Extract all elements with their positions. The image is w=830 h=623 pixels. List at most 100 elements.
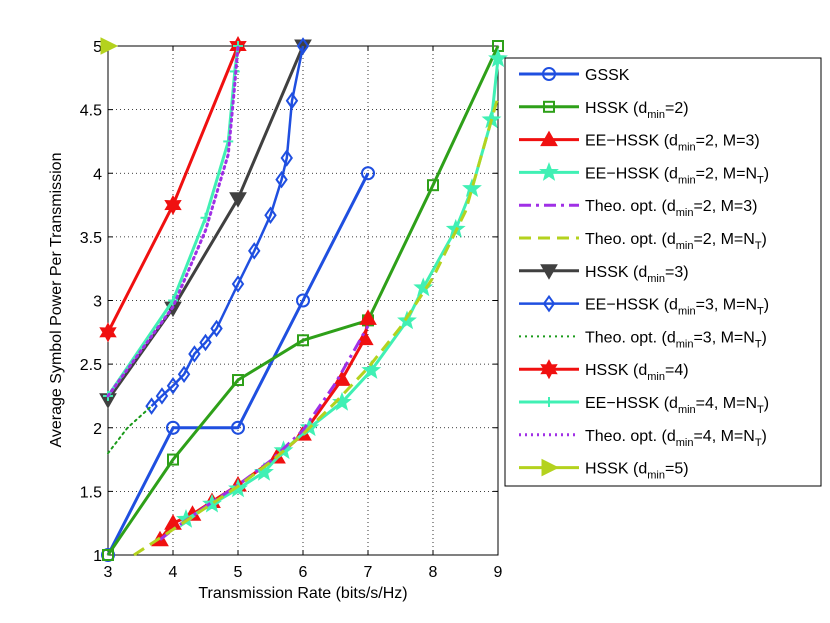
legend-text-part: =2, M=3) (696, 133, 760, 150)
data-point (231, 420, 245, 435)
legend-entry: HSSK (dmin=5) (519, 458, 689, 482)
legend-text-part: HSSK (d (585, 461, 647, 478)
legend-entry: Theo. opt. (dmin=2, M=3) (519, 198, 757, 219)
legend-text-part: =4) (665, 362, 689, 379)
legend-label: GSSK (585, 67, 630, 84)
legend-subscript: min (647, 371, 665, 383)
legend-subscript: T (757, 306, 764, 318)
series-line (150, 45, 305, 407)
data-point (232, 374, 244, 387)
legend-text-part: Theo. opt. (d (585, 198, 676, 215)
legend-label: EE−HSSK (dmin=3, M=NT) (585, 297, 769, 318)
data-point (155, 387, 169, 405)
legend-label: HSSK (dmin=5) (585, 461, 689, 482)
series-12 (100, 37, 119, 55)
data-point (462, 178, 482, 197)
legend-text-part: =3, M=N (693, 329, 754, 346)
legend-label: Theo. opt. (dmin=2, M=NT) (585, 231, 767, 252)
legend-text-part: =2, M=N (693, 231, 754, 248)
y-tick-label: 4 (93, 166, 102, 183)
legend-subscript: T (755, 240, 762, 252)
x-tick-label: 7 (364, 564, 373, 581)
legend-text-part: =2) (665, 100, 689, 117)
series-layer (99, 35, 508, 562)
data-point (332, 391, 352, 411)
x-tick-label: 9 (494, 564, 503, 581)
legend-subscript: min (678, 306, 696, 318)
series-line (106, 45, 500, 556)
legend-text-part: Theo. opt. (d (585, 428, 676, 445)
legend-text-part: =2, M=3) (693, 198, 757, 215)
legend-text-part: ) (762, 428, 767, 445)
legend-marker (542, 67, 556, 81)
y-tick-label: 1.5 (80, 484, 102, 501)
legend-text-part: EE−HSSK (d (585, 395, 678, 412)
data-point (100, 37, 119, 55)
data-point (296, 293, 310, 308)
legend-text-part: HSSK (d (585, 100, 647, 117)
data-point (166, 377, 180, 395)
data-point (229, 192, 247, 208)
data-point (145, 397, 158, 415)
legend-text-part: ) (762, 231, 767, 248)
legend-label: EE−HSSK (dmin=2, M=NT) (585, 165, 769, 186)
data-point (427, 179, 439, 192)
legend-marker (540, 264, 558, 280)
legend-subscript: min (676, 437, 694, 449)
legend-label: Theo. opt. (dmin=3, M=NT) (585, 329, 767, 350)
legend-label: Theo. opt. (dmin=2, M=3) (585, 198, 757, 219)
legend-text-part: =4, M=N (696, 395, 757, 412)
legend-text-part: EE−HSSK (d (585, 297, 678, 314)
legend-marker (544, 397, 554, 407)
legend-text-part: HSSK (d (585, 264, 647, 281)
legend-label: HSSK (dmin=2) (585, 100, 689, 121)
series-8 (107, 405, 153, 455)
legend-entry: EE−HSSK (dmin=2, M=3) (519, 130, 760, 154)
data-point (167, 453, 179, 466)
legend-text-part: GSSK (585, 67, 630, 84)
legend-label: HSSK (dmin=4) (585, 362, 689, 383)
legend-text-part: EE−HSSK (d (585, 165, 678, 182)
legend-marker (540, 359, 558, 380)
series-line (106, 44, 240, 398)
legend-marker (541, 458, 560, 477)
data-point (297, 334, 309, 347)
data-point (99, 322, 117, 343)
legend-subscript: min (676, 240, 694, 252)
legend-text-part: ) (764, 165, 769, 182)
y-tick-label: 1 (93, 548, 102, 565)
y-tick-label: 2 (93, 421, 102, 438)
series-line (107, 405, 153, 455)
x-tick-label: 6 (299, 564, 308, 581)
legend-text-part: EE−HSSK (d (585, 133, 678, 150)
data-point (168, 295, 178, 306)
legend-label: EE−HSSK (dmin=4, M=NT) (585, 395, 769, 416)
y-axis-label: Average Symbol Power Per Transmission (48, 153, 65, 448)
legend-subscript: min (678, 404, 696, 416)
data-point (296, 37, 310, 55)
legend-subscript: min (647, 109, 665, 121)
series-5 (133, 96, 500, 557)
data-point (166, 420, 180, 435)
legend-marker (540, 130, 558, 147)
series-line (106, 172, 370, 556)
y-tick-label: 4.5 (80, 103, 102, 120)
data-point (210, 319, 223, 338)
legend-subscript: T (757, 404, 764, 416)
data-point (254, 461, 274, 481)
data-point (280, 149, 293, 167)
x-tick-label: 5 (234, 564, 243, 581)
legend-subscript: min (676, 338, 694, 350)
legend-subscript: min (647, 273, 665, 285)
legend-entry: EE−HSSK (dmin=4, M=NT) (519, 395, 769, 416)
legend-subscript: min (678, 142, 696, 154)
legend-subscript: min (647, 470, 665, 482)
data-point (361, 360, 382, 379)
data-point (164, 195, 182, 216)
legend-text-part: =3) (665, 264, 689, 281)
data-point (275, 170, 288, 189)
data-point (488, 48, 508, 68)
legend-entry: HSSK (dmin=4) (519, 359, 689, 383)
